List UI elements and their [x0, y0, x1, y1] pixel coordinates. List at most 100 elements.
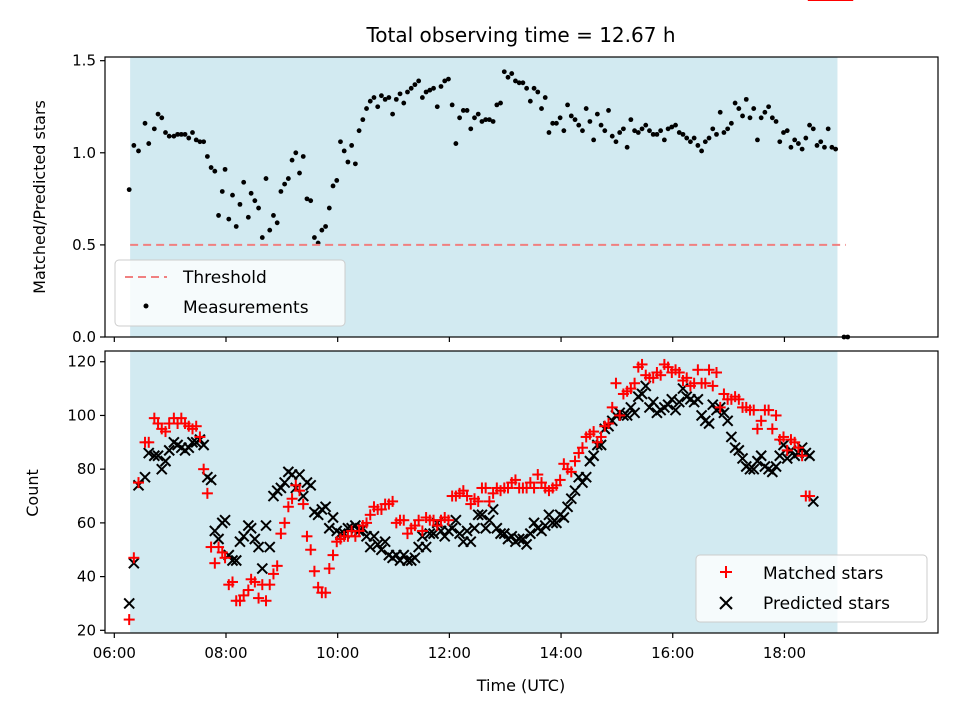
measurement-point	[680, 131, 686, 137]
measurement-point	[807, 122, 812, 128]
predicted-star-point	[256, 562, 268, 575]
measurement-point	[371, 95, 377, 100]
matched-star-point	[781, 444, 793, 456]
measurement-point	[509, 71, 515, 76]
predicted-star-point	[673, 396, 685, 408]
measurement-point	[609, 133, 615, 139]
predicted-star-point	[123, 597, 135, 610]
matched-star-point	[528, 482, 540, 494]
bottom-axes-frame	[104, 350, 939, 634]
matched-star-point	[442, 514, 454, 526]
matched-star-point	[286, 493, 298, 505]
measurement-point	[501, 69, 507, 75]
measurement-point	[751, 106, 757, 111]
measurement-point	[345, 159, 351, 165]
measurement-point	[628, 117, 634, 123]
measurement-point	[330, 183, 336, 189]
matched-star-point	[770, 409, 782, 421]
matched-star-point	[576, 442, 588, 454]
matched-star-point	[267, 568, 279, 580]
measurement-point	[163, 130, 168, 135]
measurement-point	[360, 117, 366, 123]
measurement-point	[434, 104, 440, 110]
matched-star-point	[461, 490, 473, 502]
measurement-point	[175, 131, 180, 137]
measurement-point	[822, 144, 827, 150]
predicted-star-point	[520, 538, 533, 551]
measurement-point	[245, 214, 251, 220]
measurement-point	[498, 100, 503, 106]
measurement-point	[472, 115, 477, 121]
predicted-star-point	[587, 450, 600, 462]
measurement-point	[267, 227, 273, 233]
predicted-star-point	[205, 474, 217, 486]
matched-star-point	[554, 474, 566, 486]
predicted-star-point	[264, 541, 276, 553]
matched-star-point	[361, 517, 373, 529]
measurement-point	[516, 80, 522, 86]
measurement-point	[427, 87, 433, 93]
predicted-star-point	[461, 525, 473, 537]
measurements-legend-label: Measurements	[183, 298, 309, 318]
matched-star-point	[308, 565, 320, 577]
predicted-star-point	[725, 431, 738, 443]
predicted-star-point	[275, 482, 287, 494]
predicted-star-point	[803, 450, 816, 462]
matched-star-point	[219, 552, 231, 564]
measurement-point	[695, 143, 701, 148]
measurement-point	[241, 179, 247, 185]
measurement-point	[565, 102, 570, 108]
measurement-point	[219, 189, 225, 194]
measurement-point	[178, 131, 184, 137]
predicted-star-point	[219, 514, 231, 526]
predicted-star-point	[494, 527, 507, 540]
measurement-point	[312, 235, 317, 240]
matched-star-point	[673, 366, 685, 378]
predicted-star-point	[368, 530, 380, 543]
measurement-point	[606, 108, 611, 113]
predicted-star-point	[561, 501, 574, 513]
measurement-point	[643, 122, 649, 128]
measurement-point	[632, 128, 637, 134]
measurement-point	[546, 130, 552, 135]
matched-star-point	[123, 614, 135, 626]
measurement-point	[274, 220, 280, 226]
matched-star-point	[707, 380, 719, 392]
measurement-point	[419, 95, 425, 100]
measurement-point	[323, 224, 328, 229]
measurement-point	[494, 102, 500, 108]
predicted-star-point	[420, 541, 432, 553]
measurement-point	[773, 119, 779, 124]
predicted-star-point	[398, 549, 410, 561]
matched-star-point	[692, 364, 704, 376]
predicted-star-point	[304, 479, 317, 491]
measurement-point	[212, 168, 218, 174]
measurement-point	[594, 111, 600, 117]
matched-star-point	[301, 530, 313, 542]
measurement-point	[304, 196, 310, 202]
predicted-star-point	[576, 476, 589, 489]
measurement-point	[721, 130, 727, 135]
matched-star-point	[264, 579, 276, 591]
measurement-point	[423, 89, 429, 95]
measurement-point	[676, 130, 682, 135]
matched-star-point	[279, 517, 291, 529]
top-y-tick-label: 0.5	[72, 236, 96, 254]
predicted-star-point	[468, 522, 481, 534]
predicted-star-point	[453, 527, 466, 540]
predicted-star-point	[139, 471, 151, 483]
matched-star-point	[629, 377, 641, 389]
matched-star-point	[777, 431, 789, 443]
measurement-point	[256, 205, 261, 211]
matched-star-point	[472, 495, 484, 507]
measurement-point	[300, 154, 306, 159]
measurement-point	[197, 139, 203, 145]
predicted-star-point	[662, 399, 674, 411]
measurement-point	[587, 119, 593, 124]
top-y-axis-label: Matched/Predicted stars	[30, 100, 49, 294]
bottom-x-ticks: 06:00 08:00 10:00 12:00 14:00 16:00 18:00	[93, 633, 806, 662]
measurement-point	[706, 135, 712, 141]
measurement-point	[341, 148, 347, 154]
matched-star-point	[327, 549, 339, 561]
measurements-series	[126, 69, 851, 340]
